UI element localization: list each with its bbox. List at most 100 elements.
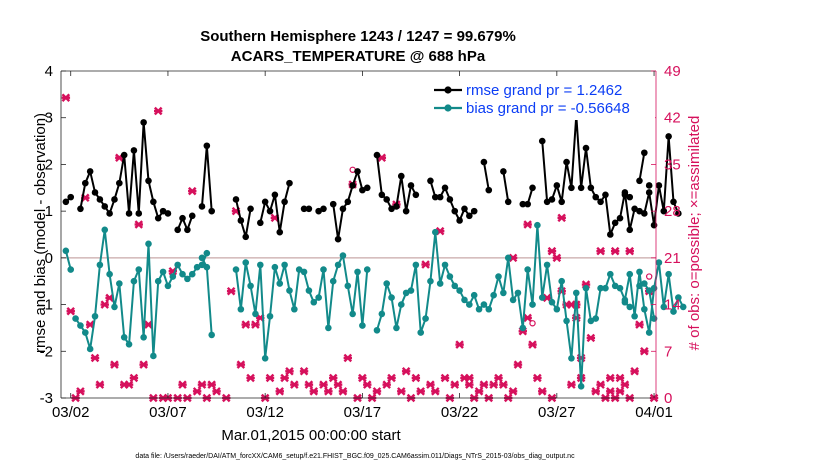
obs-assimilated-marker <box>421 260 430 269</box>
bias-point <box>359 322 366 329</box>
bias-point <box>145 240 152 248</box>
bias-point <box>310 298 318 306</box>
rmse-point <box>184 226 191 234</box>
bias-point <box>412 261 420 269</box>
bias-point <box>203 249 211 257</box>
bias-point <box>237 305 245 313</box>
rmse-point <box>86 168 94 175</box>
rmse-point <box>402 207 410 215</box>
chart-title: Southern Hemisphere 1243 / 1247 = 99.679… <box>200 28 516 45</box>
obs-assimilated-marker <box>552 253 562 263</box>
bias-point <box>388 294 395 301</box>
bias-point <box>670 308 677 315</box>
bias-point <box>373 326 381 334</box>
obs-possible-marker <box>529 320 536 327</box>
y-tick-label-right: 7 <box>664 343 672 360</box>
bias-point <box>232 266 240 273</box>
chart-subtitle: ACARS_TEMPERATURE @ 688 hPa <box>231 48 486 65</box>
obs-assimilated-marker <box>411 373 421 383</box>
obs-assimilated-marker <box>416 387 425 396</box>
bias-point <box>349 310 356 318</box>
y-axis-label-right: # of obs: o=possible; ×=assimilated <box>686 116 703 351</box>
rmse-point <box>397 172 405 180</box>
rmse-point <box>373 151 381 159</box>
rmse-point <box>339 205 347 213</box>
rmse-series <box>62 112 682 243</box>
bias-point <box>96 261 104 269</box>
rmse-point <box>257 219 264 227</box>
rmse-point <box>616 214 624 222</box>
obs-assimilated-marker <box>513 360 523 369</box>
rmse-point <box>538 137 546 145</box>
bias-point <box>247 282 254 290</box>
y-tick-label-right: 0 <box>664 390 672 407</box>
bias-point <box>631 312 638 320</box>
rmse-point <box>563 158 570 166</box>
obs-assimilated-marker <box>508 387 518 396</box>
x-tick-label: 03/22 <box>441 404 479 421</box>
bias-point <box>62 247 70 255</box>
obs-assimilated-marker <box>304 380 314 389</box>
rmse-point <box>641 149 648 157</box>
legend: rmse grand pr = 1.2462 bias grand pr = -… <box>431 79 655 120</box>
bias-point <box>572 289 580 297</box>
bias-point <box>329 277 337 285</box>
obs-assimilated-marker <box>523 313 532 323</box>
bias-point <box>679 303 687 311</box>
bias-point <box>519 324 527 332</box>
rmse-point <box>607 231 614 238</box>
bias-point <box>616 284 624 292</box>
bias-point <box>130 277 138 285</box>
bias-point <box>198 254 206 262</box>
bias-point <box>393 324 400 332</box>
bias-point <box>655 259 663 266</box>
obs-assimilated-marker <box>382 380 391 389</box>
obs-assimilated-marker <box>129 373 139 383</box>
obs-assimilated-marker <box>640 347 649 356</box>
rmse-point <box>670 198 677 206</box>
bias-point <box>120 333 128 341</box>
bias-point <box>568 354 575 362</box>
bias-point <box>67 266 75 273</box>
obs-assimilated-marker <box>557 213 566 223</box>
bias-point <box>271 263 279 271</box>
rmse-point <box>500 168 507 175</box>
rmse-point <box>611 219 619 227</box>
rmse-point <box>349 182 356 189</box>
bias-point <box>675 294 682 301</box>
bias-point <box>320 266 327 273</box>
obs-assimilated-marker <box>494 373 503 383</box>
rmse-point <box>441 184 449 192</box>
y-tick-label-right: 49 <box>664 63 681 80</box>
rmse-point <box>436 193 444 201</box>
obs-assimilated-marker <box>455 340 464 349</box>
obs-assimilated-marker <box>465 380 474 389</box>
obs-assimilated-marker <box>372 387 382 396</box>
legend-rmse-label: rmse grand pr = 1.2462 <box>466 82 622 99</box>
obs-assimilated-marker <box>324 387 333 396</box>
rmse-point <box>485 186 493 194</box>
bias-point <box>456 287 463 294</box>
bias-point <box>500 289 507 297</box>
obs-assimilated-marker <box>387 373 396 383</box>
rmse-point <box>626 193 634 201</box>
bias-point <box>72 315 79 322</box>
rmse-point <box>179 214 186 222</box>
bias-point <box>602 284 609 292</box>
bias-point <box>422 315 429 322</box>
y-tick-label-right: 35 <box>664 156 681 173</box>
obs-assimilated-marker <box>207 380 216 389</box>
rmse-point <box>466 212 473 220</box>
bias-point <box>101 226 109 234</box>
rmse-point <box>412 191 420 199</box>
rmse-point <box>329 200 337 208</box>
bias-point <box>641 280 648 287</box>
rmse-point <box>116 179 123 187</box>
bias-point <box>529 301 536 308</box>
rmse-point <box>675 210 682 217</box>
obs-assimilated-marker <box>95 380 105 389</box>
bias-point <box>641 305 648 313</box>
bias-point <box>407 287 415 294</box>
rmse-point <box>383 196 390 203</box>
